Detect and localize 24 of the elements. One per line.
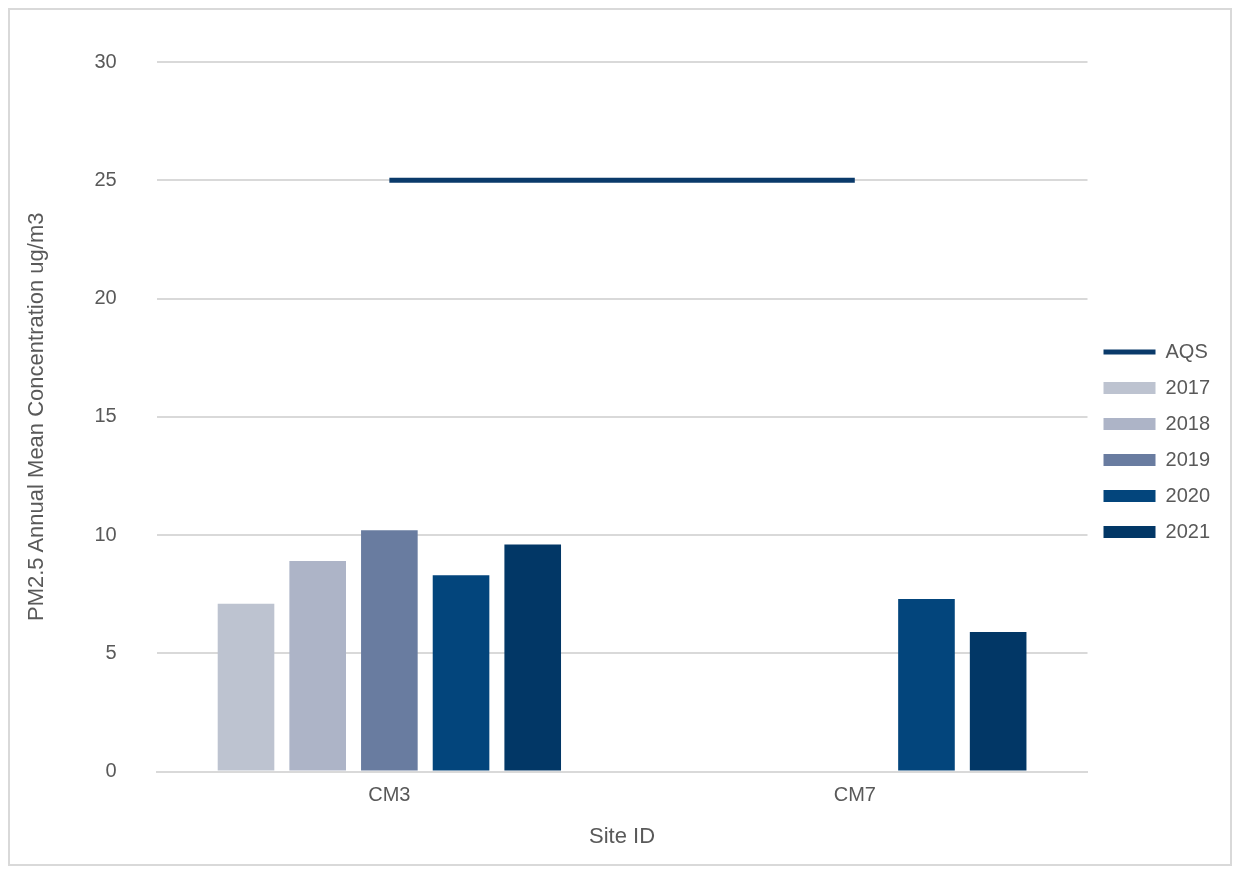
legend-label: 2017 [1165, 375, 1211, 398]
x-axis-title: Site ID [589, 822, 656, 848]
y-tick-label: 25 [94, 167, 117, 190]
x-tick-label: CM3 [368, 783, 411, 806]
bar [898, 598, 955, 771]
y-tick-label: 30 [94, 49, 117, 72]
legend-label: 2021 [1165, 519, 1211, 542]
y-tick-label: 15 [94, 404, 117, 427]
y-tick-label: 0 [105, 759, 117, 782]
bar [361, 530, 418, 771]
x-tick-label: CM7 [833, 783, 876, 806]
legend-label: 2020 [1165, 483, 1211, 506]
bar [432, 575, 490, 771]
legend-label: AQS [1165, 339, 1208, 362]
bar [217, 603, 275, 771]
legend-label: 2019 [1165, 447, 1211, 470]
y-axis-title: PM2.5 Annual Mean Concentration ug/m3 [23, 212, 49, 622]
bar [969, 632, 1027, 771]
bar [504, 544, 562, 771]
bar [289, 561, 346, 771]
y-tick-label: 20 [94, 286, 117, 309]
y-tick-label: 10 [94, 522, 117, 545]
y-tick-label: 5 [105, 640, 117, 663]
legend-label: 2018 [1165, 411, 1211, 434]
